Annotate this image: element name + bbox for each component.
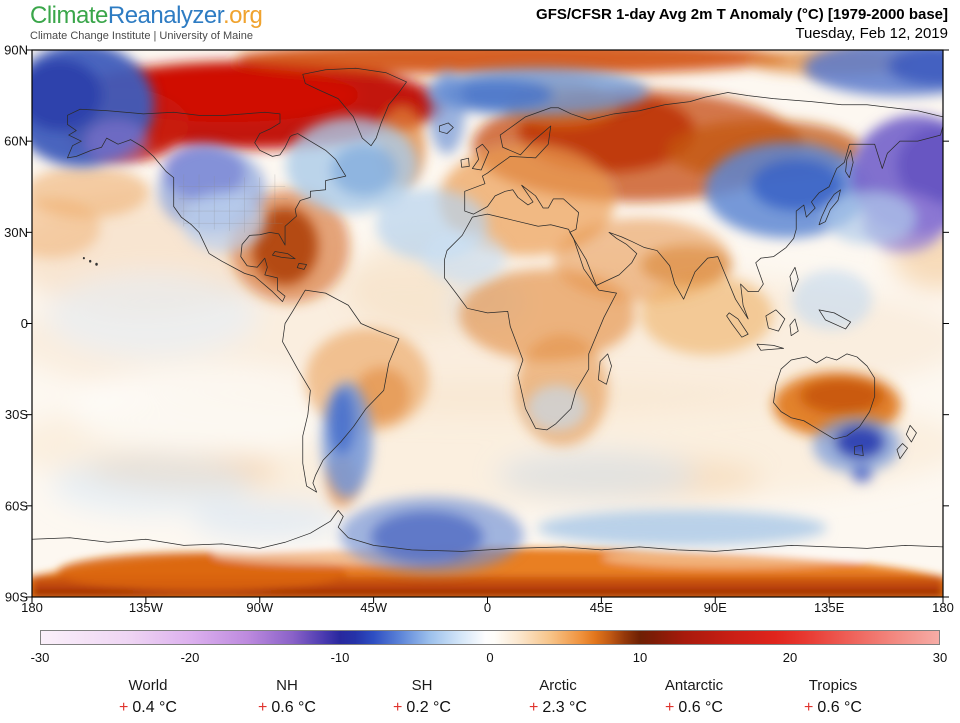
longitude-axis: 180 135W 90W 45W 0 45E 90E 135E 180 [21,597,954,615]
coast-indonesia [727,267,851,350]
lat-label: 90S [5,590,28,605]
colorbar-tick-label: 20 [782,650,798,665]
coast-australia [773,354,874,439]
stat-label: World [128,677,168,694]
colorbar-tick-label: 0 [486,650,494,665]
lat-label: 30N [4,225,28,240]
plus-sign: + [258,699,268,716]
lat-label: 30S [5,407,28,422]
stat-label: Antarctic [664,677,724,694]
lon-label: 180 [932,600,954,615]
plus-sign: + [119,699,129,716]
colorbar-tick-label: -20 [180,650,200,665]
coast-south-america [283,290,399,492]
stat-value: +0.4 °C [119,699,177,716]
lon-label: 180 [21,600,43,615]
coast-iceland [439,123,453,134]
colorbar-tick-label: 10 [632,650,648,665]
stat-value: +0.6 °C [258,699,316,716]
hawaii-islands [82,256,98,266]
stat-label: Arctic [539,677,577,694]
coast-eurasia [465,93,943,319]
lon-label: 45E [590,600,613,615]
stat-arctic: Arctic +2.3 °C [483,676,633,719]
coast-caribbean [272,251,306,269]
logo-part-reanalyzer: Reanalyzer [107,2,224,29]
colorbar [40,630,940,645]
colorbar-ticks: -30 -20 -10 0 10 20 30 [31,650,948,666]
lon-label: 135E [814,600,845,615]
stat-antarctic: Antarctic +0.6 °C [619,676,769,719]
figure-date: Tuesday, Feb 12, 2019 [795,25,948,42]
site-tagline: Climate Change Institute | University of… [30,30,253,42]
stat-label: Tropics [808,677,858,694]
figure-title: GFS/CFSR 1-day Avg 2m T Anomaly (°C) [19… [536,6,948,23]
coast-japan [819,150,853,224]
lon-label: 0 [484,600,491,615]
stat-label: NH [276,677,298,694]
logo-part-climate: Climate [30,2,108,29]
stat-value: +0.6 °C [804,699,862,716]
lat-label: 60N [4,134,28,149]
stat-world: World +0.4 °C [73,676,223,719]
lon-label: 45W [360,600,387,615]
lon-label: 135W [129,600,164,615]
region-anomaly-stats: World +0.4 °C NH +0.6 °C SH +0.2 °C Arctic +2.3… [0,676,960,722]
lon-label: 90E [704,600,727,615]
stat-value: +2.3 °C [529,699,587,716]
plus-sign: + [393,699,403,716]
plus-sign: + [804,699,814,716]
lat-label: 90N [4,45,28,58]
stat-value: +0.2 °C [393,699,451,716]
latitude-axis: 90N 60N 30N 0 30S 60S 90S [4,43,949,605]
coastlines [32,68,943,551]
coast-greenland [303,68,407,145]
plus-sign: + [665,699,675,716]
lat-label: 60S [5,498,28,513]
coast-madagascar [598,354,611,384]
stat-label: SH [411,677,433,694]
anomaly-map: 90N 60N 30N 0 30S 60S 90S 180 135W 90W 45W 0 45E 90E… [0,43,960,623]
coast-north-america [67,109,345,301]
plus-sign: + [529,699,539,716]
colorbar-tick-label: -10 [330,650,350,665]
lon-label: 90W [246,600,273,615]
logo-part-org: .org [222,2,263,29]
stat-nh: NH +0.6 °C [212,676,362,719]
stat-value: +0.6 °C [665,699,723,716]
coast-antarctica [32,510,943,551]
site-logo-text[interactable]: ClimateReanalyzer.org [30,2,263,29]
colorbar-tick-label: -30 [30,650,50,665]
anomaly-field [32,50,943,597]
lat-label: 0 [21,316,28,331]
coast-britain [461,144,489,170]
stat-tropics: Tropics +0.6 °C [758,676,908,719]
stat-sh: SH +0.2 °C [347,676,497,719]
figure-title-block: GFS/CFSR 1-day Avg 2m T Anomaly (°C) [19… [536,5,948,44]
colorbar-tick-label: 30 [932,650,948,665]
site-logo[interactable]: ClimateReanalyzer.org Climate Change Ins… [30,2,263,43]
state-borders [179,175,290,234]
coast-africa [444,214,616,430]
coast-tasmania-nz [854,425,916,458]
